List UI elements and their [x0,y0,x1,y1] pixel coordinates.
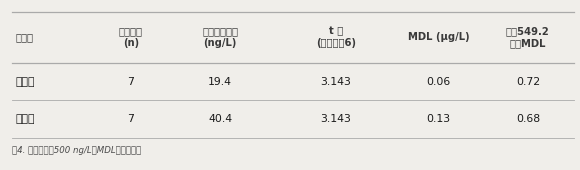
Text: 3.143: 3.143 [321,77,351,87]
Text: 敌草快: 敌草快 [15,77,35,87]
Text: 0.68: 0.68 [516,114,540,124]
Text: 浓度标准偏差
(ng/L): 浓度标准偏差 (ng/L) [202,27,238,48]
Text: 表4. 自来水加标500 ng/L的MDL结果汇总。: 表4. 自来水加标500 ng/L的MDL结果汇总。 [12,146,141,155]
Text: 方法549.2
中的MDL: 方法549.2 中的MDL [506,27,550,48]
Text: 7: 7 [127,77,134,87]
Text: 3.143: 3.143 [321,114,351,124]
Text: 40.4: 40.4 [208,114,232,124]
Text: 百草枯: 百草枯 [15,114,35,124]
Text: 0.13: 0.13 [426,114,451,124]
Text: 0.06: 0.06 [426,77,451,87]
Text: 化合物: 化合物 [15,32,33,42]
Text: 重复次数
(n): 重复次数 (n) [119,27,143,48]
Text: 7: 7 [127,114,134,124]
Text: t 值
(自由度为6): t 值 (自由度为6) [316,27,356,48]
Text: 0.72: 0.72 [516,77,540,87]
Text: MDL (μg/L): MDL (μg/L) [408,32,469,42]
Text: 19.4: 19.4 [208,77,232,87]
